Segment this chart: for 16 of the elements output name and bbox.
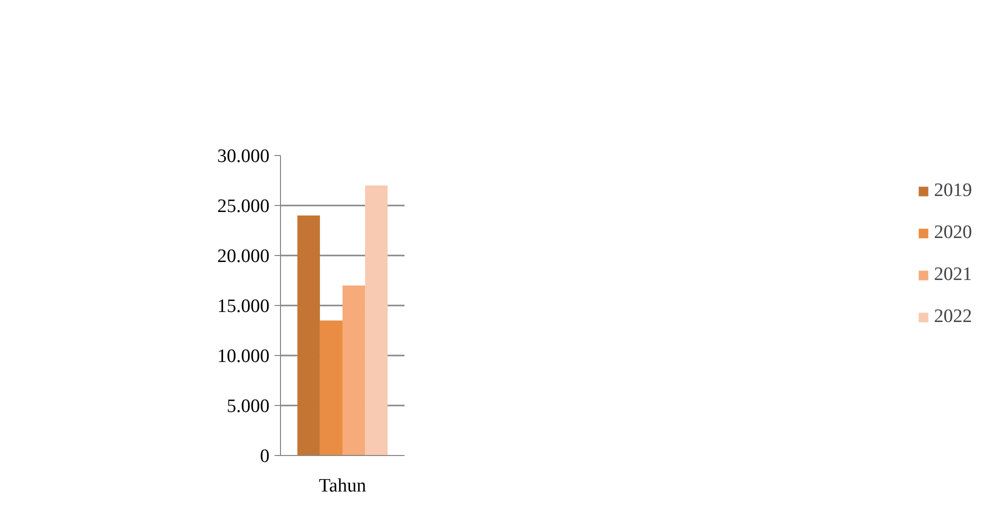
- bar: [365, 186, 388, 456]
- y-tick-label: 10.000: [217, 346, 270, 367]
- y-tick-label: 25.000: [217, 196, 270, 217]
- y-tick-label: 30.000: [217, 146, 270, 167]
- legend-label: 2021: [934, 264, 972, 286]
- bar: [297, 216, 320, 456]
- legend-label: 2020: [934, 222, 972, 244]
- x-tick-label: Tahun: [318, 476, 367, 496]
- y-tick-label: 5.000: [226, 396, 270, 417]
- y-tick-label: 0: [260, 446, 270, 467]
- bar: [342, 286, 366, 456]
- bar: [320, 320, 342, 456]
- legend-label: 2022: [934, 306, 972, 328]
- y-tick-label: 15.000: [217, 296, 270, 317]
- y-tick-label: 20.000: [217, 246, 270, 267]
- legend-label: 2019: [934, 180, 972, 202]
